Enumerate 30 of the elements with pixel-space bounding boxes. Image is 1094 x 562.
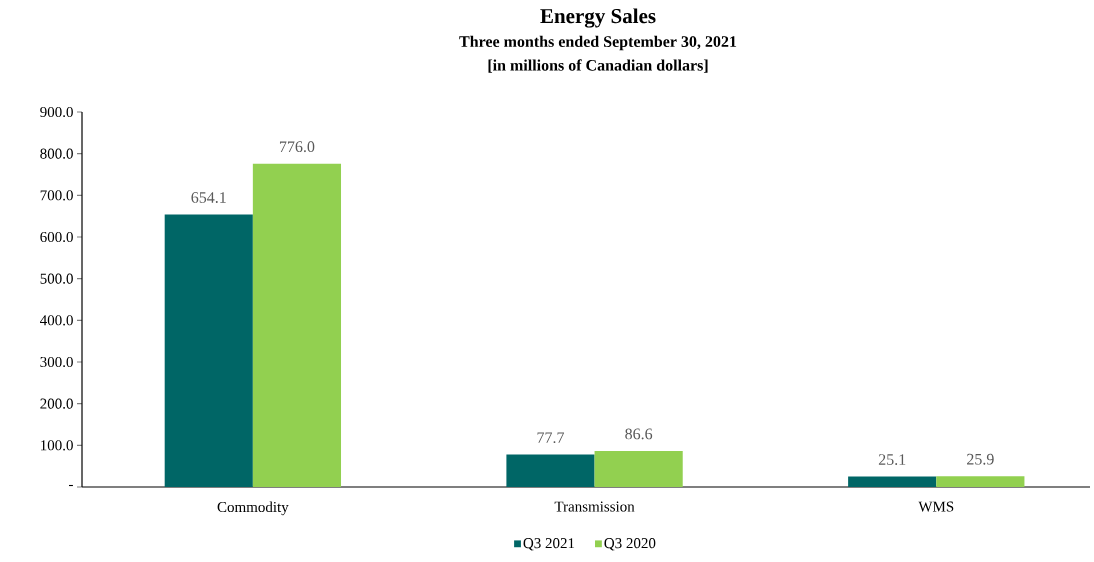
y-tick-label: 600.0 [40, 231, 73, 243]
text: [in millions of Canadian dollars] [488, 59, 708, 73]
bar [936, 476, 1025, 487]
y-tick-label: 400.0 [40, 315, 73, 326]
chart-title: Energy Sales [540, 8, 656, 28]
data-label: 86.6 [625, 428, 653, 440]
legend-label: Q3 2021 [523, 538, 575, 551]
bar [164, 214, 253, 487]
y-tick-label: 300.0 [40, 356, 73, 368]
bar [506, 454, 595, 487]
y-tick-label: - [69, 484, 73, 487]
x-tick-label: Commodity [217, 501, 289, 516]
y-tick-label: 900.0 [40, 106, 73, 118]
chart-subtitle: Three months ended September 30, 2021 [459, 35, 737, 51]
x-tick-label: Transmission [554, 501, 635, 512]
data-label: 77.7 [537, 432, 565, 444]
y-tick-label: 800.0 [40, 148, 73, 159]
data-label: 25.9 [967, 453, 994, 465]
y-tick-label: 200.0 [40, 398, 73, 409]
bar [594, 450, 683, 487]
y-tick-label: 500.0 [40, 273, 73, 284]
bar [848, 476, 937, 487]
y-tick-label: 700.0 [40, 190, 73, 201]
x-tick-label: WMS [918, 501, 954, 512]
bar [252, 163, 342, 487]
data-label: 25.1 [878, 454, 906, 465]
y-tick-label: 100.0 [41, 440, 73, 451]
data-label: 776.0 [279, 141, 315, 153]
legend-label: Q3 2020 [604, 538, 656, 551]
data-label: 654.1 [191, 192, 226, 203]
